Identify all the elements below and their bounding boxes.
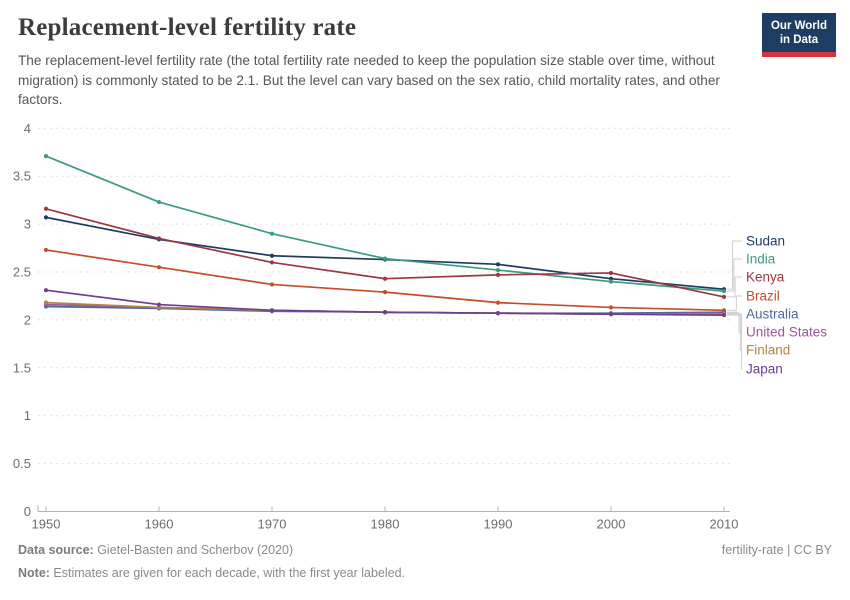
y-tick-label: 0.5	[13, 456, 31, 471]
data-point-sudan[interactable]	[269, 253, 275, 258]
data-point-japan[interactable]	[608, 312, 614, 317]
y-tick-label: 2.5	[13, 265, 31, 280]
data-point-finland[interactable]	[43, 300, 49, 305]
data-point-japan[interactable]	[269, 308, 275, 313]
x-tick-label: 2010	[710, 517, 739, 532]
data-point-kenya[interactable]	[156, 236, 162, 241]
data-point-india[interactable]	[269, 231, 275, 236]
data-point-kenya[interactable]	[495, 272, 501, 277]
data-point-kenya[interactable]	[721, 294, 727, 300]
data-source-line: Data source: Gietel-Basten and Scherbov …	[18, 543, 293, 557]
legend-connector-sudan	[727, 240, 742, 290]
data-point-brazil[interactable]	[156, 265, 162, 270]
data-point-finland[interactable]	[156, 305, 162, 310]
note-label: Note:	[18, 566, 50, 580]
data-source-label: Data source:	[18, 543, 94, 557]
data-point-brazil[interactable]	[269, 282, 275, 287]
legend-connector-japan	[727, 314, 743, 370]
y-tick-label: 3	[24, 217, 31, 232]
fertility-line-chart: 0 0.5 1 1.5 2 2.5 3 3.5 4 1950 1960 1970 1980 1990 200…	[0, 110, 850, 540]
data-point-kenya[interactable]	[382, 276, 388, 281]
owid-logo-line1: Our World	[770, 20, 827, 32]
legend-connector-kenya	[727, 276, 742, 298]
owid-logo-line2: in Data	[779, 34, 819, 47]
x-tick-label: 1990	[484, 517, 513, 532]
data-point-india[interactable]	[721, 289, 727, 294]
y-tick-label: 1.5	[13, 360, 31, 375]
note-line: Note: Estimates are given for each decad…	[18, 566, 405, 580]
legend-label-australia[interactable]: Australia	[746, 307, 799, 322]
x-tick-label: 2000	[597, 517, 626, 532]
legend-label-sudan[interactable]: Sudan	[746, 234, 785, 249]
legend-label-japan[interactable]: Japan	[746, 362, 783, 377]
page-title: Replacement-level fertility rate	[18, 14, 357, 41]
legend-label-kenya[interactable]: Kenya	[746, 270, 785, 285]
data-point-brazil[interactable]	[382, 290, 388, 295]
data-point-japan[interactable]	[721, 313, 727, 318]
legend-label-united-states[interactable]: United States	[746, 325, 827, 340]
data-point-japan[interactable]	[43, 288, 49, 293]
legend-connector-brazil	[727, 295, 742, 311]
note-value: Estimates are given for each decade, wit…	[49, 566, 406, 580]
data-point-kenya[interactable]	[269, 260, 275, 265]
y-tick-label: 3.5	[13, 169, 31, 184]
data-point-india[interactable]	[608, 279, 614, 284]
y-tick-label: 2	[24, 312, 31, 327]
x-tick-label: 1980	[371, 517, 400, 532]
data-point-brazil[interactable]	[495, 300, 501, 305]
y-tick-label: 0	[24, 504, 31, 519]
data-point-sudan[interactable]	[608, 276, 614, 281]
data-point-sudan[interactable]	[495, 262, 501, 267]
legend-label-brazil[interactable]: Brazil	[746, 289, 780, 304]
data-point-japan[interactable]	[382, 310, 388, 315]
owid-logo[interactable]: Our World in Data	[761, 13, 836, 57]
y-tick-label: 4	[24, 121, 31, 136]
x-tick-label: 1950	[32, 517, 61, 532]
legend-connector-india	[727, 258, 742, 292]
data-point-india[interactable]	[382, 256, 388, 261]
legend-label-finland[interactable]: Finland	[746, 343, 790, 358]
data-point-sudan[interactable]	[43, 215, 49, 220]
data-source-value: Gietel-Basten and Scherbov (2020)	[93, 543, 294, 557]
data-point-kenya[interactable]	[608, 270, 614, 276]
data-point-brazil[interactable]	[43, 247, 49, 253]
legend-connector-united-states	[727, 312, 742, 333]
license-text[interactable]: fertility-rate | CC BY	[721, 543, 832, 557]
data-point-japan[interactable]	[495, 311, 501, 316]
y-tick-label: 1	[24, 408, 31, 423]
data-point-japan[interactable]	[156, 302, 162, 307]
legend-label-india[interactable]: India	[746, 252, 776, 267]
data-point-kenya[interactable]	[43, 206, 49, 211]
chart-subtitle: The replacement-level fertility rate (th…	[18, 53, 720, 108]
data-point-india[interactable]	[156, 199, 162, 205]
x-tick-label: 1970	[258, 517, 287, 532]
chart-footer: Data source: Gietel-Basten and Scherbov …	[18, 543, 405, 580]
line-series-kenya[interactable]	[45, 207, 725, 298]
data-point-india[interactable]	[495, 267, 501, 273]
chart-canvas[interactable]: 0 0.5 1 1.5 2 2.5 3 3.5 4 1950 1960 1970 1980 1990 200…	[0, 110, 850, 540]
data-point-brazil[interactable]	[608, 305, 614, 310]
data-point-india[interactable]	[43, 153, 49, 159]
x-tick-label: 1960	[145, 517, 174, 532]
